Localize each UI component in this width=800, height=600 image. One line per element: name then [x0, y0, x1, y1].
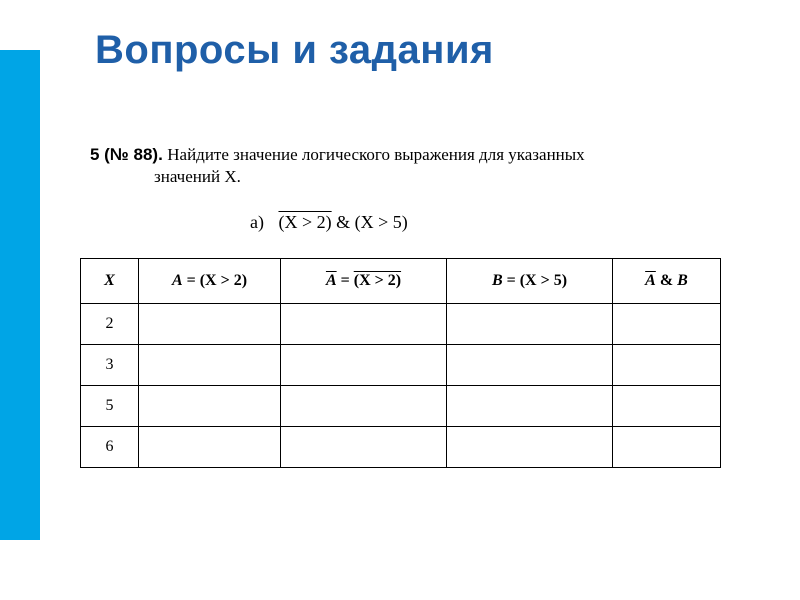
header-nota-eq: = [341, 272, 354, 289]
cell-x: 6 [81, 427, 139, 468]
truth-table: X A = (X > 2) A = (X > 2) [80, 258, 720, 468]
header-a-lhs: A [172, 272, 183, 289]
cell-notab [613, 304, 721, 345]
cell-x: 3 [81, 345, 139, 386]
header-nota-lhs: A [326, 272, 337, 289]
cell-b [447, 345, 613, 386]
cell-notab [613, 345, 721, 386]
cell-nota [281, 345, 447, 386]
cell-nota [281, 304, 447, 345]
header-x-label: X [104, 272, 115, 289]
accent-bar [0, 50, 40, 540]
header-notab-rhs: B [677, 272, 688, 289]
header-notab-amp: & [660, 272, 677, 289]
table-row: 3 [81, 345, 721, 386]
cell-b [447, 386, 613, 427]
table-row: 6 [81, 427, 721, 468]
header-b-lhs: B [492, 272, 503, 289]
cell-a [139, 427, 281, 468]
col-header-a: A = (X > 2) [139, 259, 281, 304]
cell-notab [613, 427, 721, 468]
cell-notab [613, 386, 721, 427]
subtask: а) (X > 2) & (X > 5) [250, 212, 408, 233]
col-header-nota: A = (X > 2) [281, 259, 447, 304]
cell-a [139, 345, 281, 386]
col-header-notab: A & B [613, 259, 721, 304]
header-nota-rhs: (X > 2) [354, 272, 401, 289]
cell-nota [281, 427, 447, 468]
header-b-eq: = (X > 5) [507, 272, 567, 289]
task-block: 5 (№ 88). Найдите значение логического в… [90, 145, 730, 187]
table-header-row: X A = (X > 2) A = (X > 2) [81, 259, 721, 304]
cell-b [447, 304, 613, 345]
subtask-expr-amp: & [336, 212, 355, 232]
task-number: 5 (№ 88). [90, 145, 163, 164]
task-text-line1: Найдите значение логического выражения д… [167, 145, 584, 164]
cell-b [447, 427, 613, 468]
table-row: 2 [81, 304, 721, 345]
table-row: 5 [81, 386, 721, 427]
cell-a [139, 386, 281, 427]
cell-x: 2 [81, 304, 139, 345]
page-title: Вопросы и задания [95, 28, 494, 73]
header-notab-lhs: A [645, 272, 656, 289]
col-header-x: X [81, 259, 139, 304]
task-text-line2: значений X. [154, 167, 730, 187]
cell-nota [281, 386, 447, 427]
slide: Вопросы и задания 5 (№ 88). Найдите знач… [0, 0, 800, 600]
cell-a [139, 304, 281, 345]
subtask-expr-tail: (X > 5) [355, 212, 408, 232]
header-a-eq: = (X > 2) [187, 272, 247, 289]
cell-x: 5 [81, 386, 139, 427]
col-header-b: B = (X > 5) [447, 259, 613, 304]
subtask-label: а) [250, 212, 264, 232]
subtask-expr-overlined: (X > 2) [278, 212, 331, 232]
